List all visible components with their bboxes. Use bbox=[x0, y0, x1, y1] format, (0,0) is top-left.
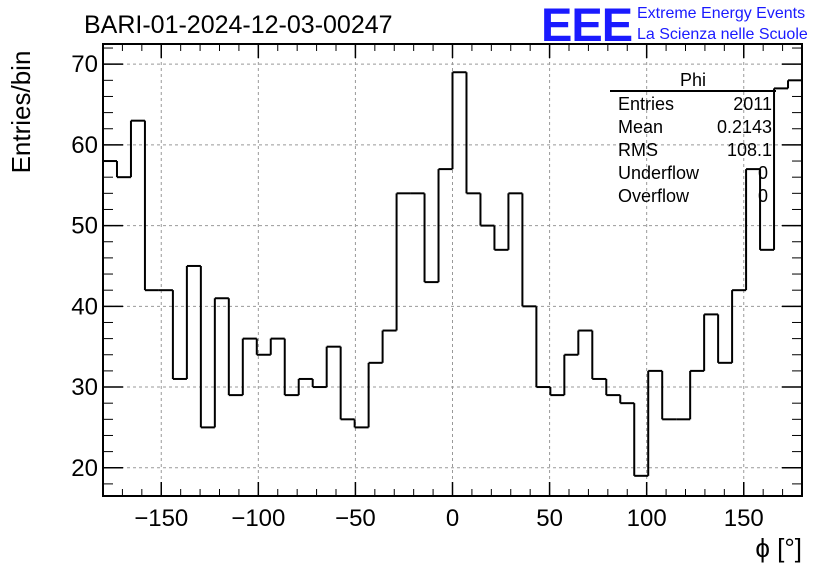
y-tick-label: 30 bbox=[71, 374, 98, 401]
y-axis-label: Entries/bin bbox=[6, 51, 36, 174]
y-tick-label: 50 bbox=[71, 213, 98, 240]
stat-label: Underflow bbox=[618, 163, 700, 183]
axes bbox=[102, 43, 803, 497]
x-tick-label: 0 bbox=[446, 505, 459, 532]
x-tick-label: 50 bbox=[536, 505, 563, 532]
stat-label: Mean bbox=[618, 117, 663, 137]
y-tick-label: 20 bbox=[71, 455, 98, 482]
stat-value: 0 bbox=[758, 163, 768, 183]
stat-label: Overflow bbox=[618, 186, 690, 206]
stat-label: Entries bbox=[618, 94, 674, 114]
x-tick-label: −50 bbox=[335, 505, 376, 532]
y-tick-label: 40 bbox=[71, 293, 98, 320]
x-tick-label: 150 bbox=[724, 505, 764, 532]
x-tick-label: −100 bbox=[231, 505, 285, 532]
y-tick-label: 70 bbox=[71, 51, 98, 78]
stat-value: 0 bbox=[758, 186, 768, 206]
logo-line-1: Extreme Energy Events bbox=[637, 5, 805, 22]
logo-line-2: La Scienza nelle Scuole bbox=[637, 26, 808, 43]
x-axis-label: ϕ [°] bbox=[755, 533, 802, 563]
stats-name: Phi bbox=[680, 70, 706, 90]
histogram-series bbox=[103, 71, 802, 477]
x-tick-label: 100 bbox=[627, 505, 667, 532]
stats-box: Phi Entries 2011 Mean 0.2143 RMS 108.1 U… bbox=[610, 70, 776, 206]
stat-value: 0.2143 bbox=[717, 117, 772, 137]
stat-label: RMS bbox=[618, 140, 658, 160]
y-tick-label: 60 bbox=[71, 132, 98, 159]
stat-value: 108.1 bbox=[727, 140, 772, 160]
eee-logo-icon: EEE bbox=[541, 0, 632, 51]
x-tick-label: −150 bbox=[134, 505, 188, 532]
tick-labels: −150 −100 −50 0 50 100 150 20 30 40 50 60 70 bbox=[71, 51, 763, 532]
stat-value: 2011 bbox=[733, 94, 772, 114]
chart-title: BARI-01-2024-12-03-00247 bbox=[84, 11, 393, 39]
